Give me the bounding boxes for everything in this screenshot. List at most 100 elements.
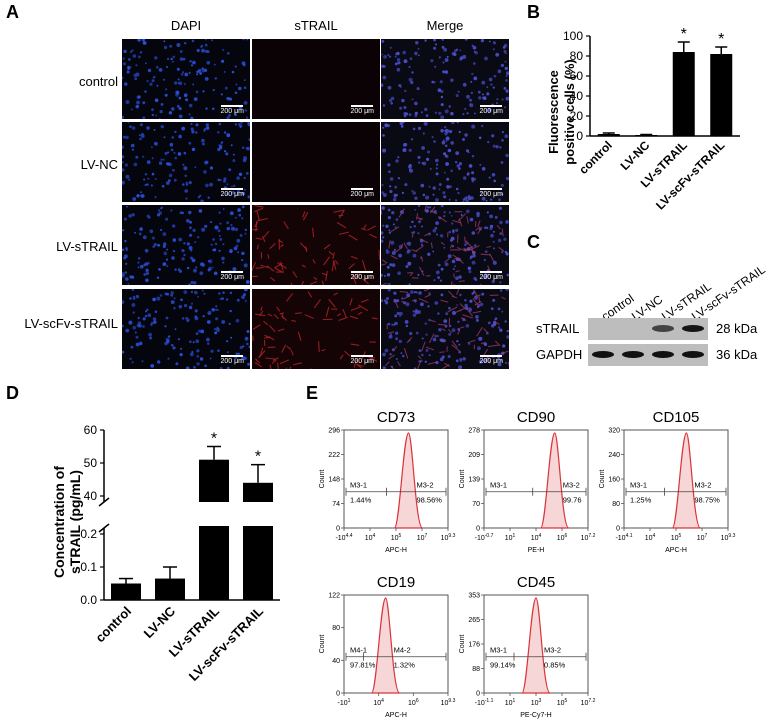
scale-bar: 200 μm (480, 271, 504, 281)
blot-band (592, 351, 614, 358)
y-axis-label: Count (459, 635, 466, 654)
panel-letter-d: D (6, 383, 19, 404)
y-axis-label-line1: Concentration of (51, 466, 67, 578)
scale-bar-label: 200 μm (351, 358, 375, 365)
gate-percent: 97.81% (350, 661, 376, 670)
significance-marker: * (718, 31, 724, 48)
flow-histogram-cd19: CD19Count04080122M4-197.81%M4-21.32%-101… (308, 563, 458, 723)
scale-bar: 200 μm (480, 105, 504, 115)
micrograph-strail-lv-nc: 200 μm (252, 122, 380, 202)
x-tick-label: 107 (417, 533, 428, 542)
column-header-dapi: DAPI (122, 18, 250, 33)
y-tick-label: 209 (468, 452, 480, 459)
gate-name: M3-1 (630, 481, 647, 490)
y-tick-label: 265 (468, 617, 480, 624)
blot-size-label: 36 kDa (716, 347, 757, 362)
blot-size-label: 28 kDa (716, 321, 757, 336)
x-tick-label: 107 (697, 533, 708, 542)
x-tick-label: 103 (531, 698, 542, 707)
scale-bar: 200 μm (221, 271, 245, 281)
gate-percent: 1.44% (350, 496, 372, 505)
scale-bar: 200 μm (221, 355, 245, 365)
scale-bar-line (351, 105, 373, 107)
y-tick-label: 70 (472, 501, 480, 508)
plot-frame (344, 595, 448, 693)
y-tick-label: 0.0 (80, 593, 97, 607)
y-tick-label: 88 (472, 666, 480, 673)
y-axis-label: Count (319, 470, 326, 489)
x-tick-label: LV-scFv-sTRAIL (186, 603, 266, 683)
scale-bar-label: 200 μm (480, 191, 504, 198)
scale-bar-line (221, 105, 243, 107)
x-tick-label: 105 (557, 698, 568, 707)
y-tick-label: 160 (608, 477, 620, 484)
bar-lv-scfv-strail-upper (243, 483, 273, 502)
scale-bar: 200 μm (351, 355, 375, 365)
y-axis-label: Count (459, 470, 466, 489)
y-tick-label: 74 (332, 501, 340, 508)
x-tick-label: -104.1 (615, 533, 632, 542)
x-axis-label: APC-H (665, 547, 687, 554)
scale-bar-label: 200 μm (351, 274, 375, 281)
y-axis-label-line2: sTRAIL (pg/mL) (67, 470, 83, 574)
scale-bar-label: 200 μm (351, 108, 375, 115)
bar-lv-scfv-strail (710, 54, 732, 136)
y-axis-label: Count (599, 470, 606, 489)
y-tick-label: 0 (336, 526, 340, 533)
gate-percent: 98.75% (694, 496, 720, 505)
y-tick-label: 353 (468, 593, 480, 600)
histogram-title: CD19 (377, 574, 415, 591)
plot-frame (484, 430, 588, 528)
x-tick-label: 105 (391, 533, 402, 542)
x-tick-label: -101 (338, 698, 351, 707)
scale-bar-label: 200 μm (351, 191, 375, 198)
gate-percent: 99.14% (490, 661, 516, 670)
micrograph-dapi-control: 200 μm (122, 39, 250, 119)
micrograph-strail-lv-scfv-strail: 200 μm (252, 289, 380, 369)
scale-bar-label: 200 μm (480, 358, 504, 365)
bar-lv-strail-lower (199, 526, 229, 600)
gate-name: M3-1 (490, 646, 507, 655)
significance-marker: * (681, 26, 687, 43)
panel-letter-c: C (527, 232, 540, 253)
significance-marker: * (211, 431, 217, 448)
micrograph-strail-control: 200 μm (252, 39, 380, 119)
scale-bar: 200 μm (480, 355, 504, 365)
y-tick-label: 176 (468, 642, 480, 649)
blot-band (682, 325, 704, 332)
panel-letter-b: B (527, 2, 540, 23)
x-tick-label: 104 (373, 698, 384, 707)
scale-bar-line (351, 355, 373, 357)
x-tick-label: LV-NC (618, 138, 653, 173)
row-label-control: control (0, 74, 118, 89)
bar-control (111, 584, 141, 601)
micrograph-dapi-lv-strail: 200 μm (122, 205, 250, 285)
scale-bar-label: 200 μm (221, 191, 245, 198)
significance-marker: * (255, 449, 261, 466)
x-tick-label: 109.3 (721, 533, 736, 542)
histogram-title: CD45 (517, 574, 555, 591)
bar-lv-nc (155, 579, 185, 600)
blot-protein-label: sTRAIL (536, 321, 579, 336)
gate-name: M3-1 (490, 481, 507, 490)
x-tick-label: 104 (365, 533, 376, 542)
flow-histogram-cd73: CD73Count074148222296M3-11.44%M3-298.56%… (308, 398, 458, 558)
gate-name: M4-1 (350, 646, 367, 655)
scale-bar-line (351, 271, 373, 273)
x-tick-label: 105 (671, 533, 682, 542)
x-tick-label: 101 (505, 698, 516, 707)
row-label-lv-nc: LV-NC (0, 157, 118, 172)
y-axis-label: Count (319, 635, 326, 654)
y-tick-label: 0 (616, 526, 620, 533)
x-tick-label: 106 (557, 533, 568, 542)
y-tick-label: 0 (336, 691, 340, 698)
bar-control (598, 134, 620, 136)
y-tick-label: 100 (563, 29, 583, 43)
scale-bar-line (480, 105, 502, 107)
x-tick-label: 104 (645, 533, 656, 542)
scale-bar-label: 200 μm (221, 108, 245, 115)
row-label-lv-scfv-strail: LV-scFv-sTRAIL (0, 316, 118, 331)
y-tick-label: 296 (328, 428, 340, 435)
gate-name: M3-2 (563, 481, 580, 490)
